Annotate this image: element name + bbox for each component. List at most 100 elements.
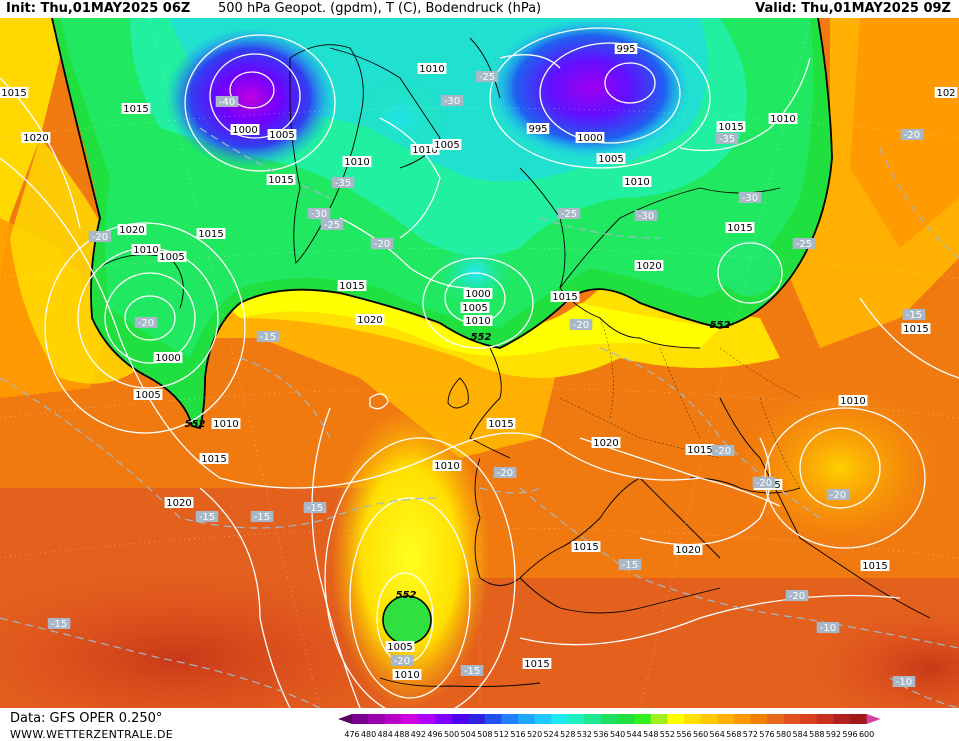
isotherm-label: -20 <box>374 239 390 250</box>
isobar-label-box <box>522 658 552 669</box>
isobar-label: 1005 <box>387 642 412 653</box>
isotherm-label: -20 <box>789 591 805 602</box>
isobar-label-box <box>199 453 229 464</box>
isotherm-label-box <box>738 192 762 203</box>
isobar-label: 1015 <box>573 542 598 553</box>
legend-tick-label: 576 <box>759 730 774 739</box>
isotherm-label: -20 <box>756 478 772 489</box>
isotherm-label-box <box>331 177 355 188</box>
legend-tick-label: 512 <box>494 730 509 739</box>
geopotential-label: 552 <box>396 590 417 601</box>
isobar-label: 1015 <box>862 561 887 572</box>
legend-tick-label: 588 <box>809 730 824 739</box>
isotherm-label: -20 <box>92 232 108 243</box>
isotherm-label-box <box>195 511 219 522</box>
isobar-label-box <box>164 497 194 508</box>
legend-swatch <box>767 714 784 724</box>
isotherm-label-box <box>785 590 809 601</box>
isobar-label: 1010 <box>770 114 795 125</box>
isotherm-label: -10 <box>820 623 836 634</box>
isotherm-label: -30 <box>311 209 327 220</box>
isobar-label: 1015 <box>339 281 364 292</box>
legend-swatch <box>601 714 618 724</box>
isotherm-label: -20 <box>830 490 846 501</box>
legend-tick-label: 532 <box>577 730 592 739</box>
isobar-label-box <box>133 389 163 400</box>
isobar-label: 1015 <box>727 223 752 234</box>
valid-time: Valid: Thu,01MAY2025 09Z <box>755 1 951 16</box>
isobar-label: 1020 <box>357 315 382 326</box>
isobar-label-box <box>157 251 187 262</box>
legend-tick-label: 560 <box>693 730 708 739</box>
legend-tick-label: 508 <box>477 730 492 739</box>
isotherm-label: -10 <box>896 677 912 688</box>
isotherm-label-box <box>134 317 158 328</box>
isobar-label: 1010 <box>419 64 444 75</box>
legend-tick-label: 548 <box>643 730 658 739</box>
isotherm-label: -15 <box>260 332 276 343</box>
legend-tick-label: 552 <box>660 730 675 739</box>
isobar-label-box <box>526 123 550 134</box>
isotherm-label-box <box>900 129 924 140</box>
isobar-label: 1020 <box>636 261 661 272</box>
legend-tick-label: 528 <box>560 730 575 739</box>
color-legend: 476 480 484 488 492 496 500 504 508 512 516 520 524 5… <box>338 714 881 739</box>
isobar-label: 1010 <box>133 245 158 256</box>
geopotential-label: 552 <box>471 332 492 343</box>
isobar-label: 1015 <box>718 122 743 133</box>
isotherm-label-box <box>715 133 739 144</box>
isobar-label-box <box>267 129 297 140</box>
isobar-label-box <box>591 437 621 448</box>
isobar-label: 1005 <box>135 390 160 401</box>
isobar-label: 1015 <box>1 88 26 99</box>
legend-tick-label: 480 <box>361 730 376 739</box>
isobar-label: 1010 <box>465 316 490 327</box>
isotherm-label: -15 <box>254 512 270 523</box>
isobar-label-box <box>571 541 601 552</box>
isotherm-label-box <box>792 238 816 249</box>
legend-swatch <box>352 714 369 724</box>
isobar-label: 1015 <box>123 104 148 115</box>
legend-swatch <box>783 714 801 724</box>
isobar-label-box <box>575 132 605 143</box>
isobar-label: 1010 <box>840 396 865 407</box>
isobar-label-box <box>460 302 490 313</box>
legend-swatch <box>750 714 768 724</box>
isobar-label: 1020 <box>675 545 700 556</box>
legend-swatch <box>667 714 685 724</box>
isotherm-label: -35 <box>335 178 351 189</box>
isobar-label: 1010 <box>213 419 238 430</box>
isobar-label: 1010 <box>394 670 419 681</box>
isobar-label-box <box>0 87 29 98</box>
isobar-label: 1015 <box>903 324 928 335</box>
isotherm-label-box <box>250 511 274 522</box>
isotherm-label: -15 <box>199 512 215 523</box>
isotherm-label: -25 <box>324 220 340 231</box>
legend-tick-label: 504 <box>461 730 476 739</box>
isotherm-label: -15 <box>307 503 323 514</box>
isotherm-label: -35 <box>719 134 735 145</box>
geopotential-552-contour <box>51 18 833 430</box>
isobar-label-box <box>211 418 241 429</box>
legend-tick-label: 568 <box>726 730 741 739</box>
isotherm-label-box <box>215 96 239 107</box>
legend-tick-label: 496 <box>427 730 442 739</box>
legend-swatch <box>833 714 851 724</box>
legend-tick-label: 500 <box>444 730 459 739</box>
isotherm-label-box <box>307 208 331 219</box>
legend-tick-label: 564 <box>710 730 725 739</box>
isobar-label-box <box>838 395 868 406</box>
isobar-label: 1020 <box>119 225 144 236</box>
legend-tick-label: 556 <box>676 730 691 739</box>
legend-tick-label: 536 <box>593 730 608 739</box>
isobar-label-box <box>901 323 931 334</box>
legend-swatch <box>850 714 867 724</box>
isotherm-label: -20 <box>394 656 410 667</box>
isobar-label-box <box>463 315 493 326</box>
isotherm-label-box <box>569 319 593 330</box>
legend-tick-label: 584 <box>793 730 808 739</box>
isotherm-label: -15 <box>906 310 922 321</box>
isobar-label-box <box>685 444 715 455</box>
isotherm-label-box <box>320 219 344 230</box>
